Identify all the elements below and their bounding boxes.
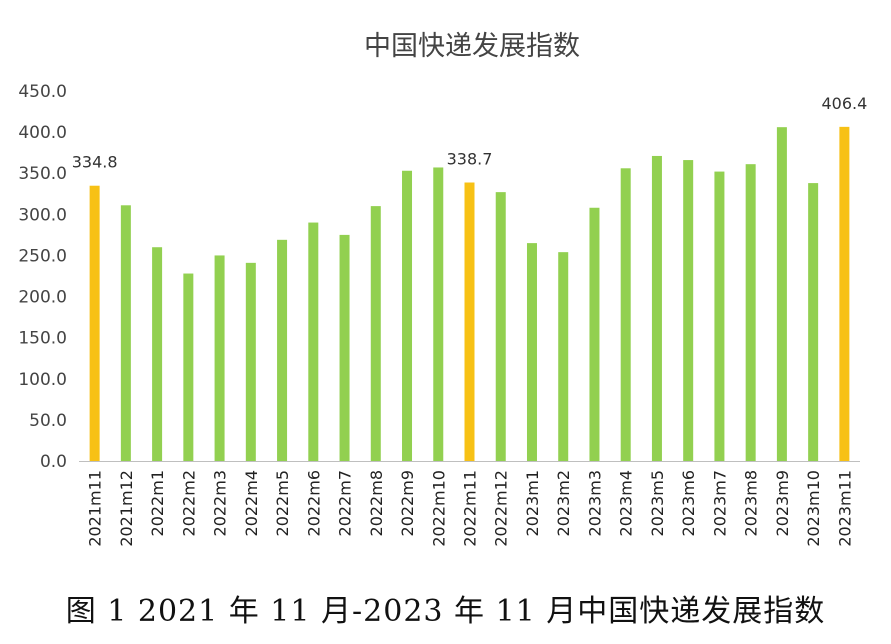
x-tick-label: 2023m3 (585, 470, 604, 536)
bar-2023m1 (526, 243, 537, 461)
x-tick-label: 2022m6 (304, 470, 323, 536)
x-tick-label: 2023m2 (554, 470, 573, 536)
bar-2023m6 (683, 160, 694, 462)
x-tick-label: 2022m9 (398, 470, 417, 536)
x-tick-label: 2021m12 (117, 470, 136, 547)
y-tick-label: 50.0 (29, 411, 67, 431)
bar-2023m11 (839, 126, 850, 462)
bar-2022m2 (183, 273, 194, 461)
bar-2023m8 (745, 164, 756, 461)
y-tick-label: 250.0 (18, 246, 67, 266)
bar-2023m2 (558, 252, 569, 461)
bar-2021m12 (120, 205, 131, 461)
x-axis: 2021m11 2021m12 2022m1 2022m2 2022m3 2022m4 20… (79, 461, 860, 547)
x-tick-label: 2023m6 (679, 470, 698, 536)
x-tick-label: 2022m2 (179, 470, 198, 536)
x-tick-label: 2022m10 (429, 470, 448, 547)
y-tick-label: 450.0 (18, 82, 67, 102)
y-tick-label: 350.0 (18, 164, 67, 184)
x-tick-label: 2023m5 (648, 470, 667, 536)
y-tick-label: 0.0 (40, 452, 67, 472)
bar-2022m10 (433, 167, 444, 461)
y-tick-label: 150.0 (18, 329, 67, 349)
bar-2023m5 (651, 155, 662, 461)
x-tick-label: 2022m8 (367, 470, 386, 536)
bar-2022m12 (495, 192, 506, 461)
x-tick-label: 2023m4 (617, 470, 636, 536)
x-tick-label: 2023m7 (710, 470, 729, 536)
x-tick-label: 2022m5 (273, 470, 292, 536)
bar-2022m11 (464, 182, 475, 461)
x-tick-label: 2022m11 (461, 470, 480, 547)
x-tick-label: 2022m1 (148, 470, 167, 536)
data-label-2023m11: 406.4 (821, 94, 867, 113)
bar-2023m4 (620, 168, 631, 462)
bar-2022m7 (339, 234, 350, 461)
bar-2021m11 (89, 185, 100, 461)
y-tick-label: 100.0 (18, 370, 67, 390)
bar-2022m1 (152, 247, 163, 461)
y-tick-label: 200.0 (18, 288, 67, 308)
x-tick-label: 2022m4 (242, 470, 261, 536)
chart-title: 中国快递发展指数 (364, 31, 580, 62)
bar-2022m5 (277, 239, 288, 461)
x-tick-label: 2022m3 (211, 470, 230, 536)
y-tick-label: 300.0 (18, 205, 67, 225)
bar-2022m3 (214, 255, 225, 461)
bar-2023m7 (714, 171, 725, 462)
bar-2023m3 (589, 207, 600, 461)
data-labels-group: 334.8 338.7 406.4 (72, 94, 868, 172)
x-tick-label: 2023m11 (835, 470, 854, 547)
bar-2022m8 (370, 206, 381, 461)
bar-2023m9 (776, 127, 787, 461)
bar-2022m4 (245, 262, 256, 461)
y-axis: 0.0 50.0 100.0 150.0 200.0 250.0 300.0 350.0 400… (18, 82, 67, 472)
x-tick-label: 2021m11 (86, 470, 105, 547)
bar-2022m9 (402, 170, 413, 461)
bars-group (89, 126, 850, 462)
bar-2023m10 (808, 183, 819, 462)
bar-2022m6 (308, 222, 319, 461)
x-tick-label: 2023m10 (804, 470, 823, 547)
data-label-2022m11: 338.7 (447, 150, 493, 169)
figure-caption: 图 1 2021 年 11 月-2023 年 11 月中国快递发展指数 (65, 594, 826, 629)
x-tick-label: 2022m12 (492, 470, 511, 547)
x-tick-label: 2022m7 (336, 470, 355, 536)
data-label-2021m11: 334.8 (72, 153, 118, 172)
x-tick-label: 2023m9 (773, 470, 792, 536)
y-tick-label: 400.0 (18, 123, 67, 143)
x-tick-label: 2023m8 (742, 470, 761, 536)
x-tick-label: 2023m1 (523, 470, 542, 536)
